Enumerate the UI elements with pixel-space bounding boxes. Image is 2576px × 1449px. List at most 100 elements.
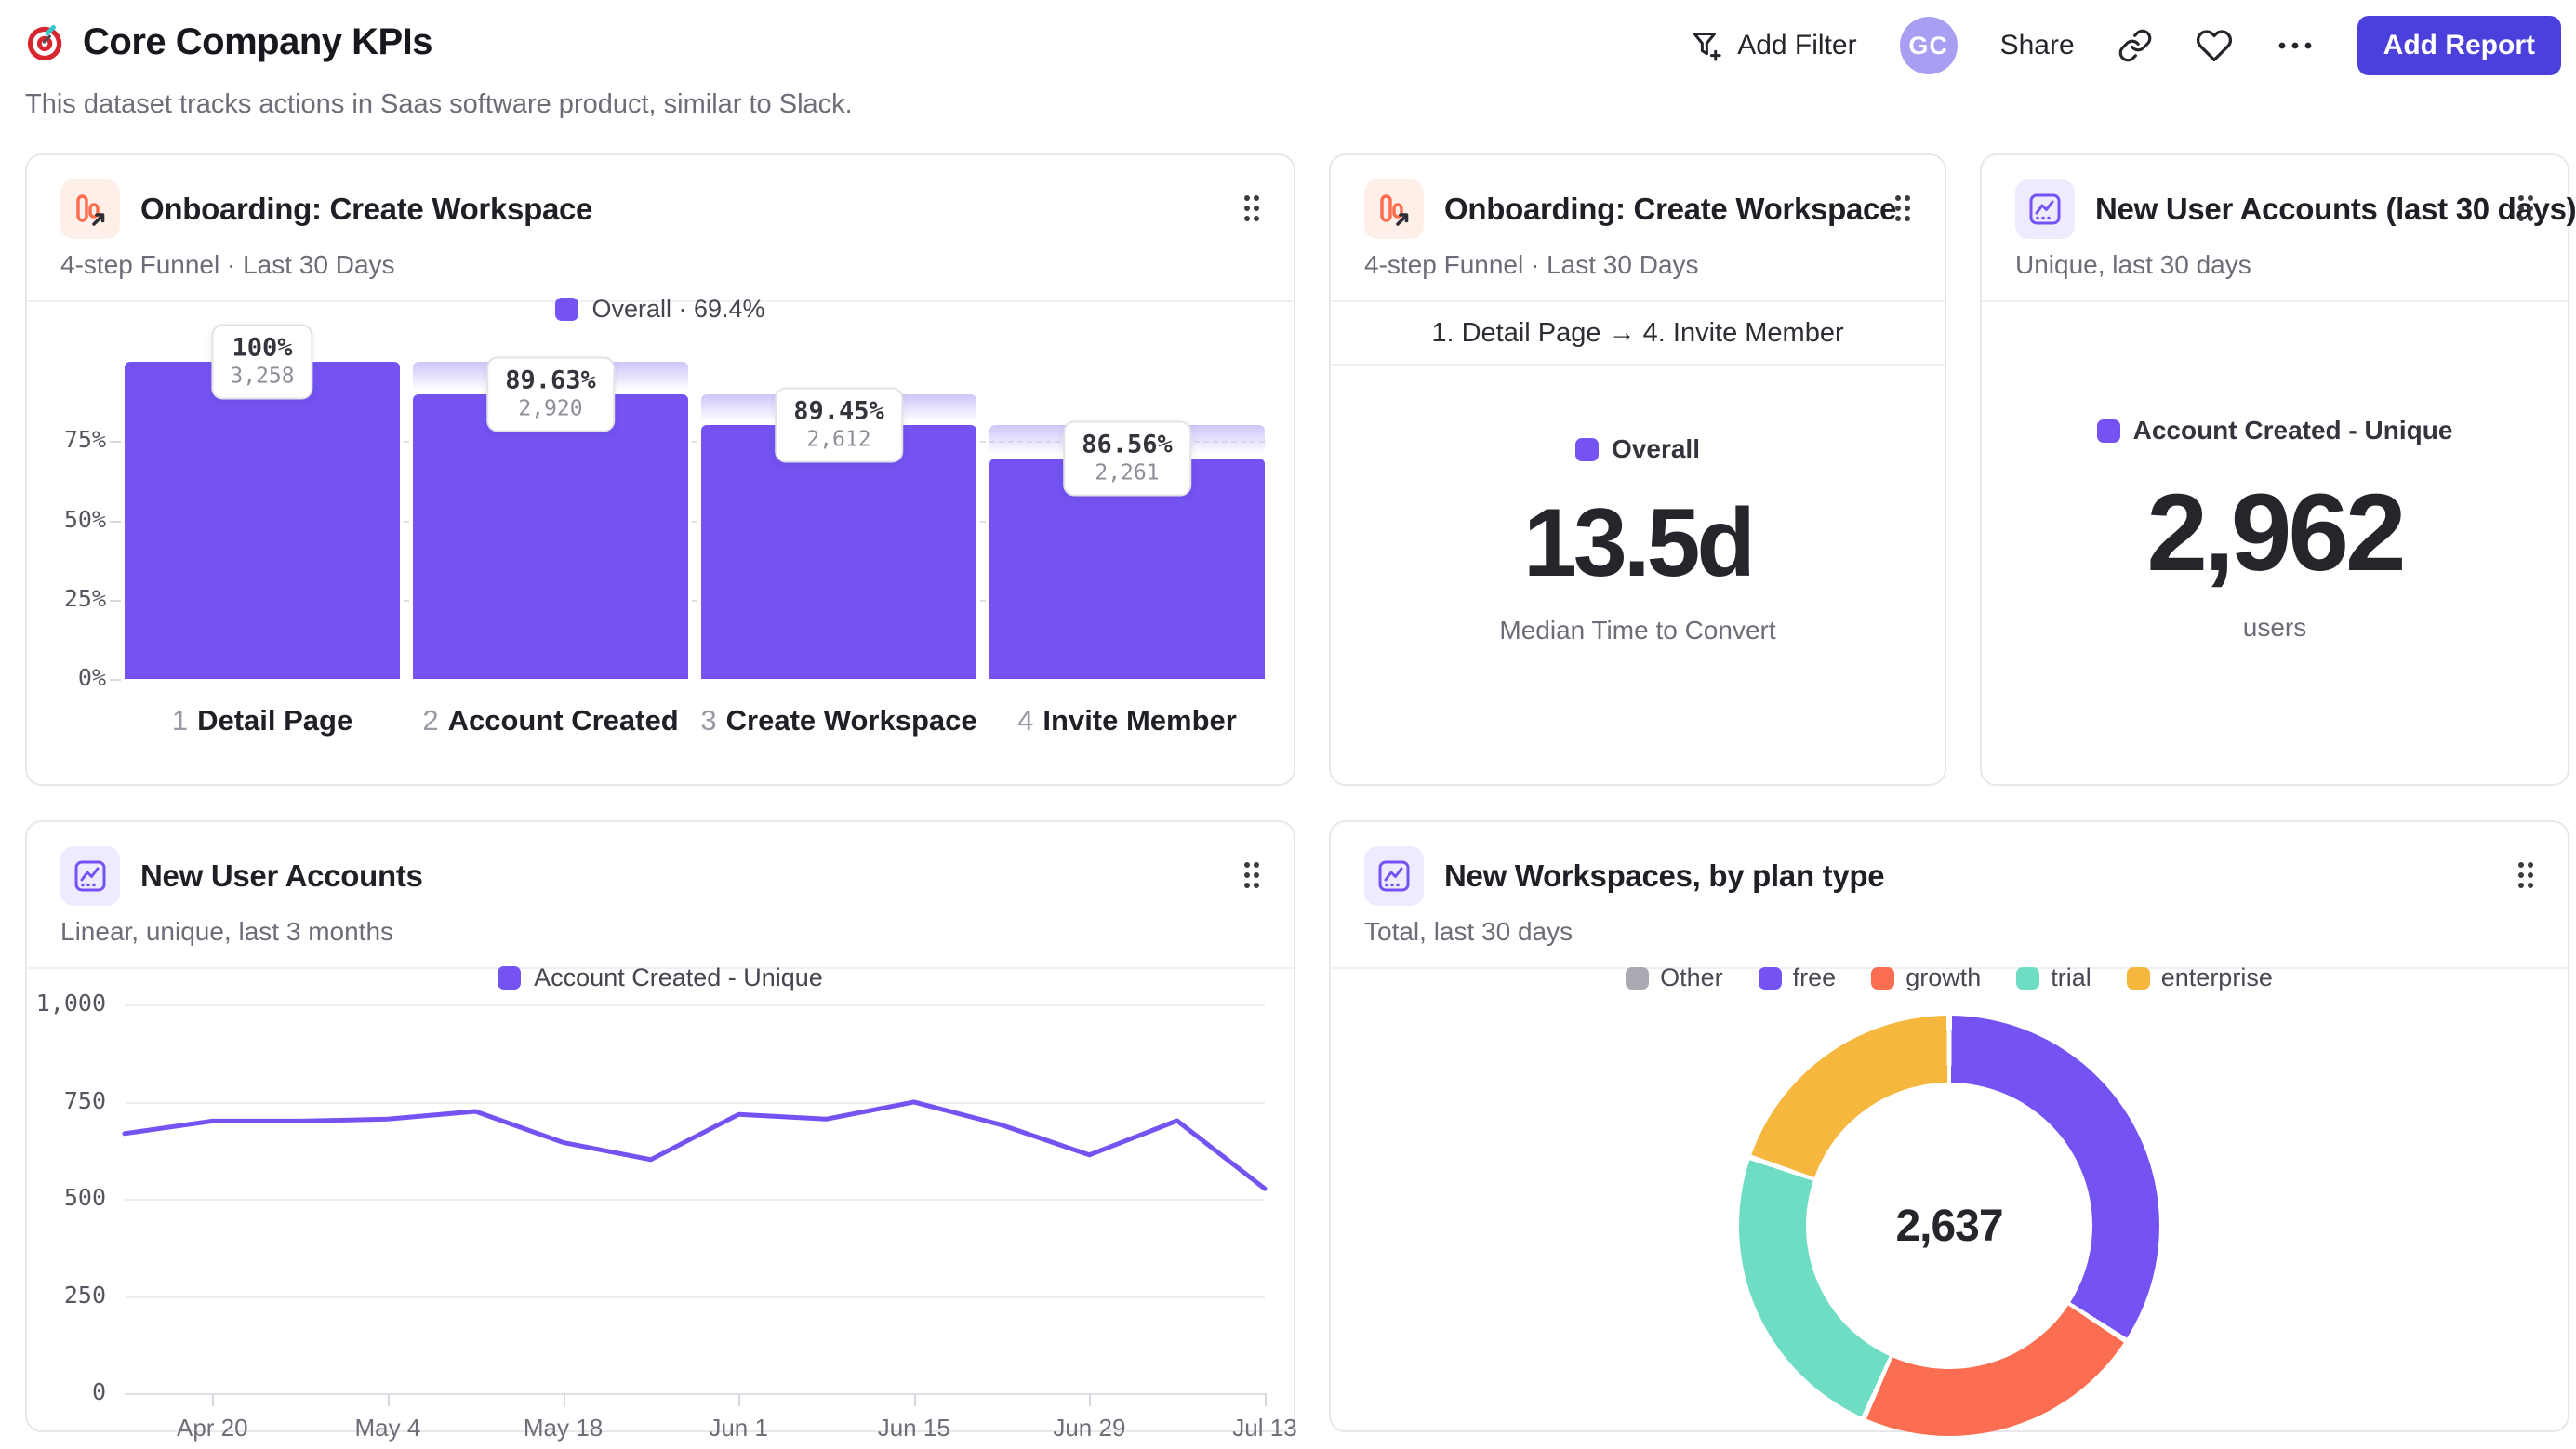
legend-swatch [1575, 437, 1600, 461]
funnel-step-number: 3 [700, 704, 717, 737]
funnel-plot: 0% 25% 50% 75% 100% 3,258 89.63% 2,920 89.45% 2,6… [64, 324, 1265, 691]
funnel-bar: 100% 3,258 [125, 324, 400, 679]
donut-hole: 2,637 [1806, 1083, 2092, 1369]
funnel-step-label: 2 Account Created [422, 704, 678, 738]
drag-handle-icon[interactable] [1240, 191, 1264, 226]
copy-link-button[interactable] [2118, 28, 2153, 63]
card-subtitle: Total, last 30 days [1364, 917, 1573, 946]
funnel-gridline [125, 441, 1265, 444]
drag-handle-icon[interactable] [2514, 191, 2538, 226]
share-label: Share [1999, 30, 2075, 60]
legend-swatch [2016, 966, 2040, 990]
avatar[interactable]: GC [1899, 17, 1958, 74]
funnel-conversion-pct: 86.56% [1082, 430, 1173, 459]
funnel-legend: Overall · 69.4% [27, 295, 1294, 324]
legend-label: Account Created - Unique [534, 964, 823, 991]
funnel-bar-label: 86.56% 2,261 [1063, 420, 1191, 497]
insights-chart-icon [1364, 846, 1424, 906]
funnel-step-label: 3 Create Workspace [700, 704, 976, 738]
funnel-bar-label: 89.45% 2,612 [775, 387, 903, 463]
funnel-gridline [125, 520, 1265, 523]
legend-swatch [498, 966, 522, 990]
funnel-bar-segment [701, 424, 976, 679]
card-title: New User Accounts (last 30 days) [2095, 192, 2576, 226]
card-header: New User Accounts Linear, unique, last 3… [27, 822, 1294, 969]
funnel-bar-label: 89.63% 2,920 [486, 356, 615, 432]
card-header: Onboarding: Create Workspace 4-step Funn… [27, 155, 1294, 302]
line-x-tick-mark [1265, 1393, 1267, 1406]
line-gridline [125, 1393, 1265, 1395]
add-filter-button[interactable]: Add Filter [1689, 27, 1857, 64]
drag-handle-icon[interactable] [1240, 857, 1264, 893]
favorite-button[interactable] [2196, 27, 2233, 64]
share-button[interactable]: Share [2000, 30, 2075, 61]
legend-swatch [1871, 966, 1895, 990]
line-y-tick-label: 500 [63, 1184, 106, 1211]
card-title: Onboarding: Create Workspace [1444, 192, 1897, 226]
line-gridline [125, 1296, 1265, 1298]
funnel-conversion-pct: 100% [232, 333, 293, 363]
card-new-user-accounts-trend: New User Accounts Linear, unique, last 3… [25, 820, 1297, 1442]
legend: Overall [1575, 434, 1700, 464]
funnel-step-name: Detail Page [197, 704, 353, 737]
card-header: Onboarding: Create Workspace 4-step Funn… [1331, 155, 1945, 302]
legend-item-growth: growth [1871, 964, 1981, 992]
legend-swatch [2126, 966, 2150, 990]
line-x-tick-mark [913, 1393, 916, 1406]
line-x-tick-label: Apr 20 [176, 1414, 248, 1442]
funnel-chart-icon [1364, 179, 1424, 239]
drag-handle-icon[interactable] [1891, 191, 1915, 226]
card-title: New Workspaces, by plan type [1444, 858, 1885, 893]
funnel-bar: 86.56% 2,261 [989, 362, 1265, 679]
ellipsis-icon [2278, 42, 2312, 49]
funnel-y-tick-mark [110, 520, 121, 523]
card-workspaces-by-plan: New Workspaces, by plan type Total, last… [1329, 820, 2569, 1436]
card-subtitle: Unique, last 30 days [2015, 250, 2251, 279]
legend-label: Account Created - Unique [2132, 416, 2453, 445]
insights-chart-icon [60, 846, 120, 906]
card-subtitle: Linear, unique, last 3 months [60, 917, 394, 946]
card-header: New Workspaces, by plan type Total, last… [1331, 822, 2568, 969]
card-time-to-convert: Onboarding: Create Workspace 4-step Funn… [1329, 153, 1946, 786]
legend-label: growth [1905, 964, 1982, 991]
funnel-step-name: Account Created [447, 704, 679, 737]
card-subtitle: 4-step Funnel · Last 30 Days [60, 250, 395, 279]
funnel-bar-segment [125, 362, 400, 679]
line-gridline [125, 1199, 1265, 1201]
legend-label: Overall · 69.4% [591, 295, 765, 323]
heart-icon [2196, 30, 2232, 62]
donut-total: 2,637 [1895, 1201, 2003, 1251]
add-filter-label: Add Filter [1737, 30, 1857, 60]
donut-legend: Other free growth trial enterprise [1331, 964, 2568, 992]
line-x-tick-mark [738, 1393, 741, 1406]
big-number-block: Overall 13.5d Median Time to Convert [1331, 434, 1945, 645]
funnel-step-range: 1. Detail Page → 4. Invite Member [1331, 302, 1945, 366]
line-x-tick-label: Jun 15 [877, 1414, 950, 1442]
funnel-bar-label: 100% 3,258 [211, 324, 313, 400]
funnel-y-tick-label: 0% [77, 664, 106, 691]
users-count-caption: users [2242, 613, 2307, 642]
funnel-count: 2,920 [518, 396, 583, 421]
drag-handle-icon[interactable] [2514, 857, 2538, 893]
line-y-tick-label: 1,000 [35, 990, 106, 1017]
median-time-value: 13.5d [1523, 489, 1756, 597]
funnel-step-number: 2 [422, 704, 439, 737]
line-gridline [125, 1101, 1265, 1104]
funnel-y-tick-label: 50% [63, 505, 106, 533]
funnel-y-tick-mark [110, 679, 121, 681]
trend-line-svg [122, 1099, 1268, 1191]
add-report-button[interactable]: Add Report [2357, 16, 2561, 75]
median-time-caption: Median Time to Convert [1499, 616, 1776, 645]
funnel-bar: 89.63% 2,920 [413, 356, 688, 679]
card-onboarding-funnel: Onboarding: Create Workspace 4-step Funn… [25, 153, 1295, 786]
legend: Account Created - Unique [2096, 416, 2453, 445]
more-options-button[interactable] [2276, 39, 2315, 52]
legend-label: Overall [1612, 434, 1700, 463]
line-plot: 0 250 500 750 1,000 Apr 20 May 4 May 18 Jun 1 Jun… [36, 990, 1297, 1442]
funnel-gridline [125, 599, 1265, 602]
page-title-row: Core Company KPIs [25, 20, 433, 63]
funnel-y-tick-label: 25% [63, 584, 106, 612]
legend-swatch [555, 298, 579, 321]
legend-label: trial [2051, 964, 2091, 991]
